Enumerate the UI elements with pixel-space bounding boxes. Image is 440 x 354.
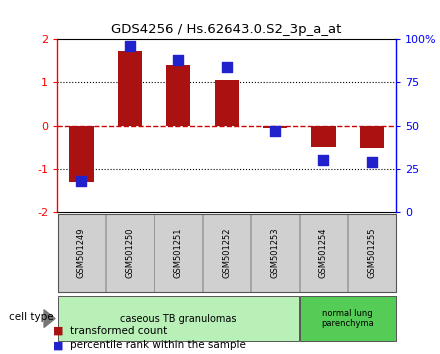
Bar [154,214,202,292]
Bar [106,214,154,292]
Text: GSM501255: GSM501255 [367,228,376,278]
Text: cell type: cell type [9,312,53,322]
Bar [251,214,299,292]
Bar [300,214,347,292]
Text: percentile rank within the sample: percentile rank within the sample [70,340,246,350]
Text: GSM501254: GSM501254 [319,228,328,278]
Bar [118,51,142,126]
Bar [203,214,250,292]
Bar [70,126,94,182]
Bar [166,65,191,126]
Point [320,158,327,163]
Text: GSM501250: GSM501250 [125,228,134,278]
Point [271,128,279,134]
Text: ■: ■ [53,326,63,336]
Bar [312,126,336,147]
Text: transformed count: transformed count [70,326,168,336]
Text: GSM501249: GSM501249 [77,228,86,278]
Point [223,64,230,69]
Bar [300,296,396,341]
Text: GSM501252: GSM501252 [222,228,231,278]
Polygon shape [44,310,55,327]
Point [175,57,182,63]
Bar [348,214,396,292]
Title: GDS4256 / Hs.62643.0.S2_3p_a_at: GDS4256 / Hs.62643.0.S2_3p_a_at [111,23,342,36]
Point [126,43,133,49]
Text: normal lung
parenchyma: normal lung parenchyma [321,309,374,328]
Bar [263,126,287,128]
Text: ■: ■ [53,340,63,350]
Point [78,178,85,184]
Text: GSM501251: GSM501251 [174,228,183,278]
Text: caseous TB granulomas: caseous TB granulomas [120,314,236,324]
Bar [360,126,384,148]
Bar [215,80,239,126]
Text: GSM501253: GSM501253 [271,228,279,279]
Bar [58,296,299,341]
Bar [58,214,105,292]
Point [368,159,375,165]
